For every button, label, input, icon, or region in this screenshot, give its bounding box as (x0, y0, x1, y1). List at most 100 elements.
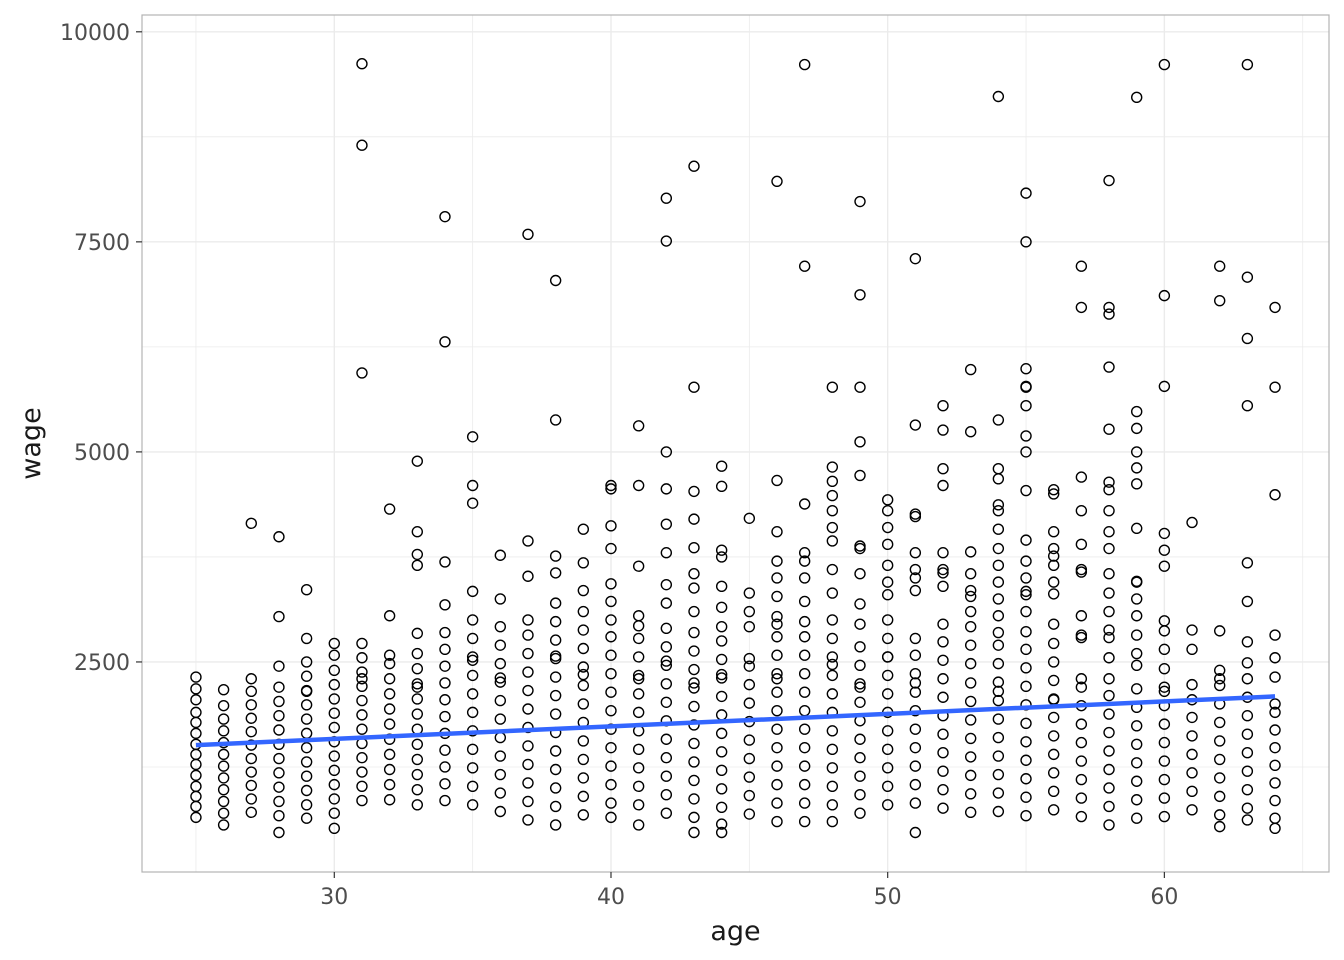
data-point (273, 660, 285, 672)
data-point (1214, 294, 1226, 307)
data-point (383, 503, 396, 515)
data-point (1075, 681, 1088, 693)
data-point (881, 651, 894, 663)
data-point (1241, 595, 1254, 608)
data-point (992, 657, 1005, 670)
data-point (245, 685, 257, 698)
data-point (1131, 647, 1143, 660)
data-point (826, 614, 839, 626)
data-point (1103, 726, 1115, 739)
data-point (1269, 381, 1281, 393)
data-point (549, 782, 562, 794)
data-point (1047, 588, 1060, 600)
data-point (411, 768, 424, 781)
data-point (439, 744, 451, 756)
data-point (411, 753, 424, 766)
data-point (771, 175, 783, 188)
data-point (577, 624, 590, 636)
data-point (356, 367, 368, 379)
data-point (937, 563, 949, 576)
data-point (605, 479, 617, 492)
data-point (1269, 812, 1281, 824)
data-point (245, 712, 257, 724)
data-point (826, 563, 839, 576)
data-point (632, 673, 645, 685)
data-point (605, 704, 617, 717)
data-point (1047, 748, 1060, 761)
data-point (660, 578, 673, 591)
data-point (300, 799, 313, 811)
data-point (632, 669, 645, 682)
data-point (245, 752, 257, 765)
data-point (1075, 471, 1088, 483)
data-point (466, 706, 479, 719)
data-point (688, 677, 700, 689)
data-point (688, 663, 700, 676)
data-points (190, 58, 1281, 839)
data-point (466, 632, 479, 645)
data-point (217, 795, 230, 808)
data-point (826, 815, 839, 828)
data-point (522, 795, 534, 808)
gridlines (142, 15, 1329, 872)
data-point (632, 632, 645, 645)
data-point (632, 688, 645, 700)
data-point (964, 657, 977, 670)
data-point (964, 788, 977, 800)
data-point (522, 740, 534, 752)
data-point (992, 676, 1005, 688)
data-point (522, 814, 534, 826)
data-point (605, 578, 617, 590)
data-point (1047, 656, 1060, 668)
data-point (743, 734, 756, 746)
data-point (964, 639, 977, 651)
data-point (411, 548, 424, 561)
data-point (909, 778, 922, 791)
data-point (605, 542, 617, 555)
data-point (439, 643, 451, 656)
data-point (743, 808, 756, 820)
data-point (826, 799, 839, 811)
data-point (1131, 478, 1143, 490)
data-point (854, 770, 866, 782)
data-point (1131, 405, 1143, 418)
data-point (356, 794, 368, 807)
data-point (937, 567, 949, 579)
data-point (798, 704, 811, 717)
data-point (356, 766, 368, 778)
data-point (660, 235, 673, 247)
data-point (328, 637, 340, 650)
data-point (300, 670, 313, 682)
data-point (1103, 782, 1115, 794)
data-point (217, 783, 230, 796)
data-point (356, 694, 368, 707)
data-point (549, 567, 562, 579)
data-point (688, 756, 700, 768)
data-point (1214, 820, 1226, 833)
data-point (494, 805, 507, 818)
data-point (411, 723, 424, 735)
data-point (522, 703, 534, 715)
data-point (466, 585, 479, 598)
data-point (1158, 544, 1171, 556)
data-point (522, 614, 534, 626)
data-point (1103, 763, 1115, 776)
data-point (1241, 746, 1254, 759)
data-point (383, 649, 396, 661)
data-point (1103, 631, 1115, 644)
data-point (1047, 804, 1060, 816)
data-point (1269, 822, 1281, 835)
data-point (1158, 662, 1171, 675)
data-point (1158, 718, 1171, 730)
data-point (992, 559, 1005, 572)
data-point (411, 678, 424, 690)
data-point (549, 819, 562, 831)
data-point (881, 576, 894, 588)
data-point (466, 762, 479, 774)
data-point (715, 580, 728, 593)
data-point (494, 657, 507, 670)
data-point (771, 590, 783, 603)
data-point (549, 708, 562, 720)
data-point (992, 505, 1005, 517)
data-point (1214, 809, 1226, 821)
